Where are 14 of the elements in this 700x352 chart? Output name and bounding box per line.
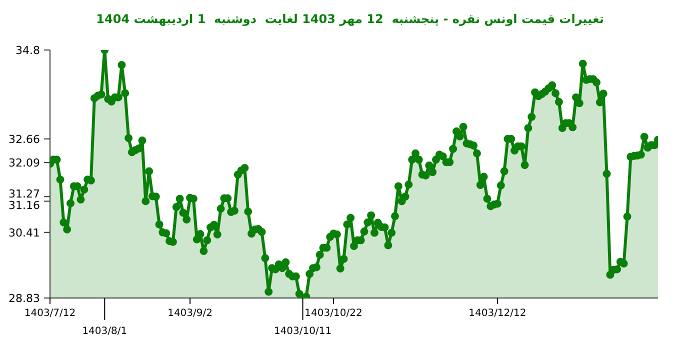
y-tick-label: 30.41 — [8, 226, 40, 240]
x-tick-label: 1403/10/11 — [274, 326, 332, 337]
y-tick-label: 28.83 — [8, 292, 40, 305]
y-tick-label: 32.09 — [8, 156, 40, 170]
y-tick-label: 34.8 — [16, 44, 40, 57]
y-tick-label: 31.27 — [8, 188, 40, 201]
chart-title: تغییرات قیمت اونس نقره - پنجشنبه 12 مهر 1403 لغایت دوشنبه 1 اردیبهشت 1404 — [95, 11, 605, 28]
y-tick-label: 32.66 — [8, 132, 40, 146]
x-tick-label: 1403/10/22 — [304, 308, 362, 319]
x-tick-label: 1403/8/1 — [82, 326, 128, 337]
x-tick-label: 1403/9/2 — [168, 308, 213, 319]
x-tick-label: 1403/7/12 — [24, 308, 76, 319]
x-tick-label: 1403/12/12 — [468, 308, 526, 319]
y-tick-label: 31.16 — [8, 199, 40, 212]
